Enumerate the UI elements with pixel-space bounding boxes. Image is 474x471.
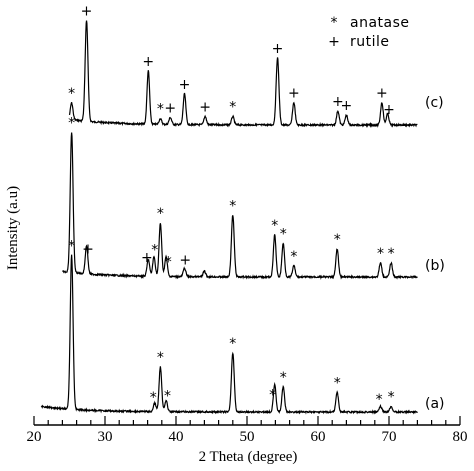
- phase-marker-c-rutile: +: [288, 86, 300, 102]
- phase-marker-c-rutile: +: [179, 77, 191, 93]
- phase-marker-c-rutile: +: [332, 94, 344, 110]
- series-label-c: (c): [425, 95, 444, 111]
- x-tick-label: 30: [98, 429, 113, 445]
- x-tick-label: 50: [240, 429, 255, 445]
- phase-marker-c-anatase: *: [229, 100, 236, 116]
- phase-marker-c-rutile: +: [376, 86, 388, 102]
- legend-rutile-symbol: +: [328, 34, 340, 50]
- phase-marker-c-anatase: *: [68, 86, 75, 102]
- phase-marker-b-anatase: *: [280, 226, 287, 242]
- phase-marker-b-rutile: +: [141, 250, 153, 266]
- phase-marker-b-anatase: *: [271, 218, 278, 234]
- phase-marker-a-anatase: *: [388, 389, 395, 405]
- legend: * anatase + rutile: [328, 15, 409, 50]
- phase-marker-b-anatase: *: [157, 206, 164, 222]
- x-tick-label: 40: [169, 429, 184, 445]
- phase-marker-b-anatase: *: [229, 198, 236, 214]
- x-tick-label: 80: [453, 429, 468, 445]
- phase-marker-a-anatase: *: [269, 388, 276, 404]
- phase-marker-c-rutile: +: [341, 98, 353, 114]
- legend-anatase-label: anatase: [350, 15, 410, 31]
- phase-marker-c-rutile: +: [142, 54, 154, 70]
- phase-marker-c-anatase: *: [157, 102, 164, 118]
- phase-marker-c-rutile: +: [81, 3, 93, 19]
- series-label-a: (a): [425, 396, 445, 412]
- phase-marker-b-anatase: *: [334, 232, 341, 248]
- phase-marker-b-rutile: +: [179, 252, 191, 268]
- phase-marker-c-rutile: +: [164, 101, 176, 117]
- y-axis-title: Intensity (a.u): [5, 186, 21, 270]
- legend-anatase-symbol: *: [331, 15, 338, 31]
- spectrum-line-b: [62, 132, 418, 280]
- x-tick-label: 70: [382, 429, 397, 445]
- legend-rutile-label: rutile: [350, 34, 390, 50]
- phase-marker-b-anatase: *: [151, 242, 158, 258]
- phase-marker-a-anatase: *: [68, 238, 75, 254]
- spectra-group: [40, 20, 418, 415]
- spectrum-line-c: [68, 20, 418, 128]
- phase-marker-b-anatase: *: [388, 246, 395, 262]
- phase-marker-c-rutile: +: [383, 102, 395, 118]
- phase-marker-b-anatase: *: [377, 246, 384, 262]
- phase-marker-a-anatase: *: [280, 370, 287, 386]
- phase-marker-a-anatase: *: [229, 336, 236, 352]
- x-axis-title: 2 Theta (degree): [199, 449, 298, 465]
- phase-marker-b-rutile: +: [82, 241, 94, 257]
- phase-marker-a-anatase: *: [376, 392, 383, 408]
- phase-marker-a-anatase: *: [334, 375, 341, 391]
- phase-marker-a-anatase: *: [150, 390, 157, 406]
- phase-marker-b-anatase: *: [68, 116, 75, 132]
- phase-marker-b-anatase: *: [290, 249, 297, 265]
- phase-marker-c-rutile: +: [199, 99, 211, 115]
- x-tick-label: 20: [27, 429, 42, 445]
- phase-marker-b-anatase: *: [165, 254, 172, 270]
- phase-marker-a-anatase: *: [157, 350, 164, 366]
- x-tick-label: 60: [311, 429, 326, 445]
- phase-marker-c-rutile: +: [272, 41, 284, 57]
- phase-marker-a-anatase: *: [164, 389, 171, 405]
- spectrum-line-a: [40, 254, 418, 415]
- x-ticks-group: 20 30 40 50 60 70 80: [27, 416, 468, 445]
- series-label-b: (b): [425, 258, 445, 274]
- phase-markers-group: *++* +++ *++++++*++*** +****** ******** ** *: [68, 3, 395, 408]
